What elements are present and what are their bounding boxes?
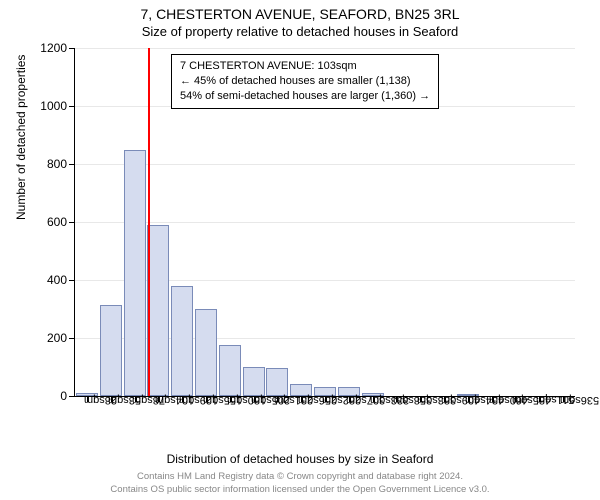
y-tick-label: 600 bbox=[27, 215, 67, 229]
y-tick-label: 400 bbox=[27, 273, 67, 287]
bar bbox=[195, 309, 217, 396]
info-box-line: ← 45% of detached houses are smaller (1,… bbox=[180, 74, 430, 89]
bar bbox=[243, 367, 265, 396]
footer-line2: Contains OS public sector information li… bbox=[0, 484, 600, 496]
title-main: 7, CHESTERTON AVENUE, SEAFORD, BN25 3RL bbox=[0, 0, 600, 22]
footer-line1: Contains HM Land Registry data © Crown c… bbox=[0, 471, 600, 483]
x-axis-label: Distribution of detached houses by size … bbox=[0, 452, 600, 466]
title-sub: Size of property relative to detached ho… bbox=[0, 22, 600, 39]
y-tick-label: 1200 bbox=[27, 41, 67, 55]
bar bbox=[124, 150, 146, 397]
bar bbox=[266, 368, 288, 396]
info-box: 7 CHESTERTON AVENUE: 103sqm← 45% of deta… bbox=[171, 54, 439, 109]
y-tick-label: 0 bbox=[27, 389, 67, 403]
y-tick-label: 800 bbox=[27, 157, 67, 171]
y-tick-label: 1000 bbox=[27, 99, 67, 113]
chart-area: 02004006008001000120028sqm53sqm78sqm104s… bbox=[75, 48, 575, 396]
info-box-line: 54% of semi-detached houses are larger (… bbox=[180, 89, 430, 104]
footer-attribution: Contains HM Land Registry data © Crown c… bbox=[0, 471, 600, 496]
chart-container: 7, CHESTERTON AVENUE, SEAFORD, BN25 3RL … bbox=[0, 0, 600, 500]
y-tick-label: 200 bbox=[27, 331, 67, 345]
y-axis bbox=[74, 48, 75, 396]
y-axis-label: Number of detached properties bbox=[14, 55, 28, 220]
bar bbox=[147, 225, 169, 396]
plot: 02004006008001000120028sqm53sqm78sqm104s… bbox=[75, 48, 575, 396]
property-marker-line bbox=[148, 48, 150, 396]
info-box-line: 7 CHESTERTON AVENUE: 103sqm bbox=[180, 59, 430, 74]
bar bbox=[219, 345, 241, 396]
bar bbox=[100, 305, 122, 396]
bar bbox=[171, 286, 193, 396]
